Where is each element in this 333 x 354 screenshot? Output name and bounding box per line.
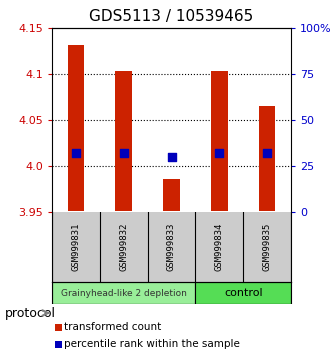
Bar [115, 71, 132, 211]
Bar [52, 282, 195, 304]
Text: transformed count: transformed count [64, 322, 161, 332]
Point [264, 150, 270, 156]
Text: Grainyhead-like 2 depletion: Grainyhead-like 2 depletion [61, 289, 186, 297]
Point [217, 150, 222, 156]
Bar [259, 106, 275, 211]
Text: GSM999834: GSM999834 [215, 223, 224, 271]
Text: GSM999835: GSM999835 [263, 223, 272, 271]
Title: GDS5113 / 10539465: GDS5113 / 10539465 [89, 9, 254, 24]
Text: control: control [224, 288, 262, 298]
Bar [211, 71, 228, 211]
Bar [55, 324, 62, 331]
Text: GSM999831: GSM999831 [71, 223, 80, 271]
Bar [68, 45, 84, 211]
Text: protocol: protocol [5, 307, 56, 320]
Point [121, 150, 126, 156]
Text: percentile rank within the sample: percentile rank within the sample [64, 339, 240, 349]
Bar [163, 179, 180, 211]
Point [73, 150, 79, 156]
Bar [55, 341, 62, 348]
Text: GSM999833: GSM999833 [167, 223, 176, 271]
Bar [195, 282, 291, 304]
Text: GSM999832: GSM999832 [119, 223, 128, 271]
Point [169, 154, 174, 160]
